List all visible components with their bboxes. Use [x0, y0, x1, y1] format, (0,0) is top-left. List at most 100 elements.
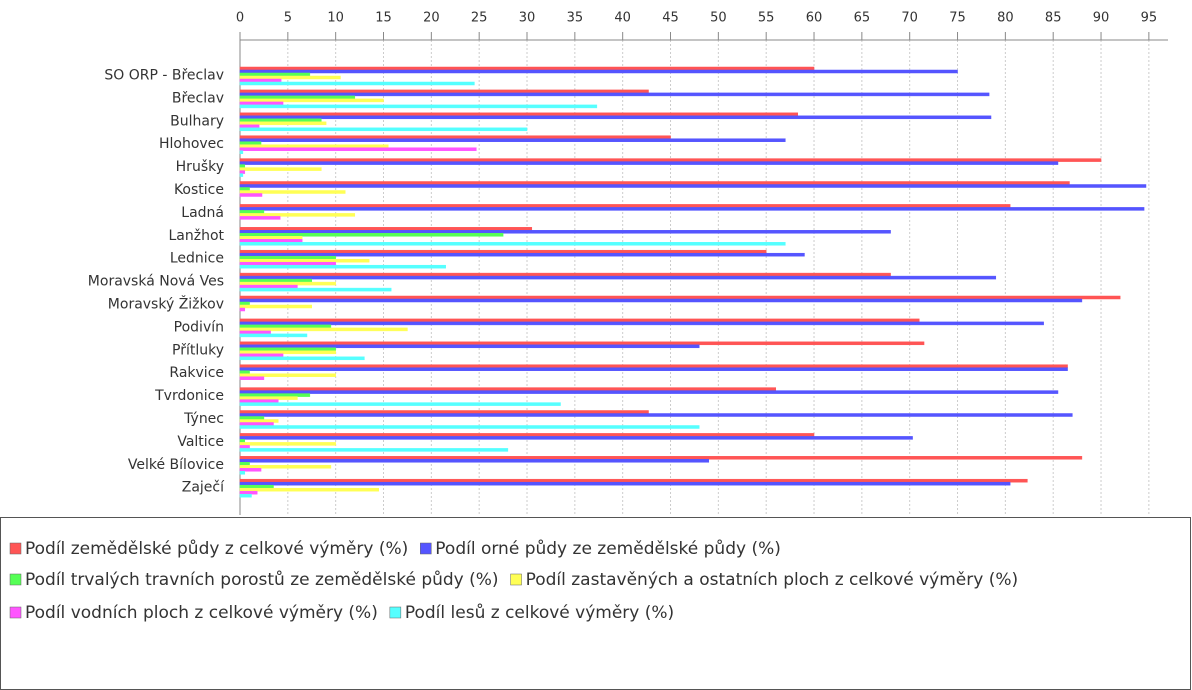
bar: [239, 304, 313, 309]
bar: [239, 66, 815, 71]
y-tick-label: Kostice: [174, 182, 224, 198]
y-tick-label: Týnec: [183, 411, 224, 427]
y-tick-label: Přítluky: [172, 342, 224, 358]
bar: [239, 158, 1102, 162]
legend-swatch: [389, 606, 402, 619]
bar: [239, 318, 920, 323]
bar: [239, 465, 332, 469]
bar: [239, 207, 1145, 211]
legend-swatch: [9, 542, 22, 555]
x-tick-label: 95: [1141, 11, 1158, 26]
x-tick-label: 15: [375, 11, 392, 26]
bar: [239, 95, 356, 100]
bar: [239, 150, 244, 154]
bar: [239, 487, 379, 492]
legend-label: Podíl orné půdy ze zemědělské půdy (%): [435, 539, 781, 559]
bar: [239, 147, 477, 151]
bar: [239, 118, 322, 123]
bar: [239, 261, 336, 266]
bar: [239, 187, 250, 191]
bar: [239, 170, 246, 174]
legend-label: Podíl lesů z celkové výměry (%): [405, 603, 674, 623]
bar: [239, 373, 336, 377]
bar: [239, 173, 244, 177]
bar: [239, 127, 528, 132]
legend-box: [0, 517, 1191, 690]
bar: [239, 216, 281, 220]
bar: [239, 124, 260, 129]
bar: [239, 101, 284, 106]
bar: [239, 419, 279, 423]
x-tick-label: 70: [901, 11, 918, 26]
bar: [239, 356, 365, 361]
bar: [239, 72, 311, 77]
bar: [239, 167, 322, 171]
bar: [239, 112, 799, 117]
bar: [239, 327, 408, 332]
bar: [239, 239, 303, 243]
x-tick-label: 65: [854, 11, 871, 26]
bar: [239, 298, 1083, 303]
bar: [239, 236, 303, 240]
bar: [239, 344, 700, 349]
bar: [239, 390, 1059, 394]
bar: [239, 410, 649, 414]
x-tick-label: 10: [327, 11, 344, 26]
bar: [239, 347, 336, 352]
x-tick-label: 25: [471, 11, 488, 26]
bar: [239, 78, 282, 83]
bar: [239, 252, 805, 257]
bar: [239, 138, 786, 142]
legend-label: Podíl zemědělské půdy z celkové výměry (…: [25, 539, 408, 559]
bar: [239, 436, 913, 440]
bar: [239, 227, 533, 231]
bar: [239, 249, 767, 254]
bar: [239, 387, 777, 391]
bar: [239, 135, 671, 139]
legend-swatch: [9, 573, 22, 586]
bar: [239, 333, 308, 338]
y-tick-label: Lednice: [170, 251, 224, 267]
bar: [239, 367, 1068, 371]
bar: [239, 98, 384, 103]
bar: [239, 442, 336, 446]
bar: [239, 184, 1147, 188]
y-tick-label: Hlohovec: [159, 136, 224, 152]
bar: [239, 493, 252, 498]
x-tick-label: 40: [614, 11, 631, 26]
legend-label: Podíl zastavěných a ostatních ploch z ce…: [526, 570, 1019, 590]
bar: [239, 193, 263, 197]
bar: [239, 75, 341, 80]
bar: [239, 425, 700, 429]
bar: [239, 204, 1011, 208]
y-tick-label: Velké Bílovice: [128, 457, 224, 473]
legend-label: Podíl trvalých travních porostů ze zeměd…: [25, 570, 499, 590]
x-tick-label: 90: [1093, 11, 1110, 26]
y-tick-label: Bulhary: [170, 113, 224, 129]
bar: [239, 321, 1044, 326]
legend-swatch: [510, 573, 522, 586]
y-tick-label: Tvrdonice: [154, 388, 224, 404]
bar: [239, 213, 356, 217]
bar: [239, 287, 392, 292]
bar: [239, 448, 509, 452]
bar: [239, 242, 786, 246]
bar: [239, 330, 271, 335]
x-tick-label: 45: [662, 11, 679, 26]
bar: [239, 439, 246, 443]
y-tick-label: Břeclav: [172, 90, 224, 106]
x-tick-label: 35: [567, 11, 584, 26]
bar: [239, 181, 1070, 185]
x-tick-label: 30: [519, 11, 536, 26]
bar: [239, 471, 246, 475]
bar: [239, 399, 279, 403]
y-tick-label: Rakvice: [169, 365, 224, 381]
bar: [239, 161, 1059, 165]
bar: [239, 364, 1068, 368]
bar: [239, 433, 815, 437]
bar: [239, 115, 992, 120]
bar: [239, 393, 311, 397]
bar: [239, 258, 370, 263]
bar: [239, 275, 997, 280]
x-tick-label: 20: [423, 11, 440, 26]
